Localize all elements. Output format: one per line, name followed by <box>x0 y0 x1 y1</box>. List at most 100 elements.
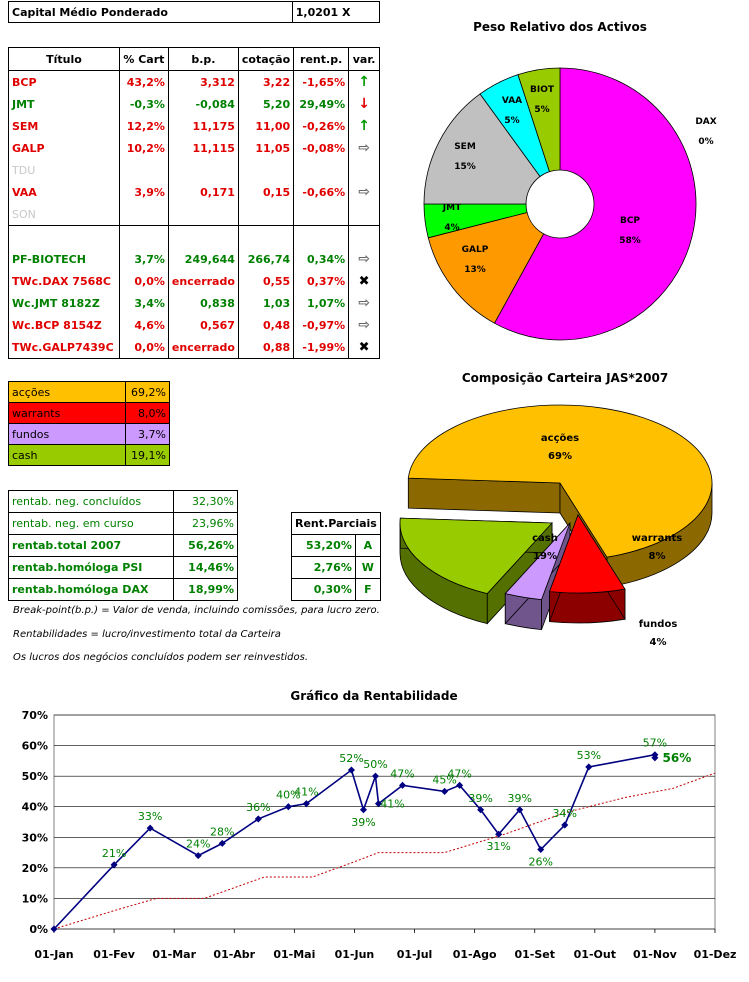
rent-parciais-table: Rent.Parciais 53,20% A 2,76% W 0,30% F <box>291 512 381 601</box>
rentability-label: rentab. neg. concluídos <box>8 490 174 513</box>
rentability-row: rentab.total 2007 56,26% <box>8 534 238 557</box>
var-x-icon: ✖ <box>348 270 380 292</box>
donut-slice-pct: 15% <box>454 162 476 172</box>
var-up-icon: ↑ <box>348 70 380 93</box>
composition-value: 3,7% <box>125 423 170 445</box>
data-label: 40% <box>276 789 300 802</box>
var-up-icon: ↑ <box>348 115 380 137</box>
composition-value: 19,1% <box>125 444 170 466</box>
portfolio-row: VAA 3,9% 0,171 0,15 -0,66% ⇨ <box>8 181 380 203</box>
cell-rent <box>293 203 350 226</box>
rent-parciais-row: 53,20% A <box>291 534 381 557</box>
data-label: 45% <box>432 773 456 786</box>
data-label: 41% <box>294 786 318 799</box>
data-label: 33% <box>138 810 162 823</box>
var-x-icon: ✖ <box>348 336 380 359</box>
cell-cotacao: 0,55 <box>237 270 295 292</box>
donut-title: Peso Relativo dos Activos <box>473 20 647 34</box>
cell-bp: 3,312 <box>167 70 239 93</box>
donut-slice-pct: 5% <box>534 105 549 115</box>
donut-slice-label: SEM <box>454 142 476 152</box>
cell-bp: 11,175 <box>167 115 239 137</box>
pie3d-slice-pct: 8% <box>649 551 666 562</box>
data-label: 52% <box>339 752 363 765</box>
cell-cart <box>118 159 169 181</box>
capital-value: 1,0201 X <box>291 1 381 23</box>
x-tick-label: 01-Fev <box>93 948 135 961</box>
cell-bp <box>167 225 239 248</box>
cell-cart: 12,2% <box>118 115 169 137</box>
data-label: 56% <box>663 751 692 765</box>
data-point <box>284 803 292 811</box>
portfolio-row: Wc.JMT 8182Z 3,4% 0,838 1,03 1,07% ⇨ <box>8 292 380 314</box>
portfolio-row: Wc.BCP 8154Z 4,6% 0,567 0,48 -0,97% ⇨ <box>8 314 380 336</box>
donut-slice <box>493 67 697 341</box>
var-down-icon: ↓ <box>348 93 380 115</box>
composition-label: warrants <box>8 402 126 424</box>
rentability-value: 18,99% <box>173 578 238 601</box>
rentability-row: rentab.homóloga PSI 14,46% <box>8 556 238 579</box>
cell-titulo: TDU <box>8 159 120 181</box>
rentability-value: 56,26% <box>173 534 238 557</box>
donut-slice <box>423 93 541 205</box>
cell-cotacao: 266,74 <box>237 248 295 270</box>
data-label: 28% <box>210 825 234 838</box>
cell-cart: 3,7% <box>118 248 169 270</box>
rentability-value: 23,96% <box>173 512 238 535</box>
donut-chart: Peso Relativo dos Activos BCP 58% GALP 13% JM… <box>423 20 717 341</box>
cell-cotacao: 3,22 <box>237 70 295 93</box>
x-tick-label: 01-Abr <box>213 948 255 961</box>
portfolio-table: Título % Cart b.p. cotação rent.p. var. … <box>8 47 380 359</box>
y-tick-label: 10% <box>22 892 48 905</box>
portfolio-row: BCP 43,2% 3,312 3,22 -1,65% ↑ <box>8 70 380 93</box>
portfolio-row: PF-BIOTECH 3,7% 249,644 266,74 0,34% ⇨ <box>8 248 380 270</box>
donut-slice-pct: 5% <box>504 116 519 126</box>
cell-titulo: Wc.BCP 8154Z <box>8 314 120 336</box>
donut-slice <box>517 67 561 173</box>
cell-bp: 11,115 <box>167 137 239 159</box>
y-tick-label: 60% <box>22 740 48 753</box>
y-tick-label: 30% <box>22 831 48 844</box>
composition-pie-chart: Composição Carteira JAS*2007 acções 69% war… <box>399 371 713 648</box>
cell-rent: -0,08% <box>293 137 350 159</box>
cell-bp: 0,171 <box>167 181 239 203</box>
composition-row: fundos 3,7% <box>8 423 170 445</box>
data-point <box>651 754 659 762</box>
note-rentabilidades: Rentabilidades = lucro/investimento tota… <box>13 629 281 640</box>
y-tick-label: 0% <box>29 923 48 936</box>
capital-label: Capital Médio Ponderado <box>8 1 293 23</box>
x-tick-label: 01-Out <box>574 948 616 961</box>
pie3d-slice <box>407 404 713 558</box>
pie3d-slice <box>399 517 553 595</box>
data-label: 47% <box>390 767 414 780</box>
note-breakpoint: Break-point(b.p.) = Valor de venda, incl… <box>13 605 380 616</box>
portfolio-row: JMT -0,3% -0,084 5,20 29,49% ↓ <box>8 93 380 115</box>
cell-rent: -1,65% <box>293 70 350 93</box>
pie3d-slice <box>548 514 626 594</box>
data-point <box>398 781 407 789</box>
donut-slice-label: VAA <box>502 96 522 106</box>
note-lucros: Os lucros dos negócios concluídos podem … <box>13 652 309 663</box>
portfolio-row: GALP 10,2% 11,115 11,05 -0,08% ⇨ <box>8 137 380 159</box>
var-right-icon: ⇨ <box>348 248 380 270</box>
cell-cotacao: 1,03 <box>237 292 295 314</box>
pie3d-slice-pct: 69% <box>548 451 572 462</box>
data-label: 50% <box>363 758 387 771</box>
rentability-value: 14,46% <box>173 556 238 579</box>
cell-cart: 4,6% <box>118 314 169 336</box>
rent-parciais-row: 2,76% W <box>291 556 381 579</box>
data-point <box>477 806 485 814</box>
data-point <box>254 815 262 823</box>
cell-cotacao <box>237 159 295 181</box>
data-label: 24% <box>186 838 210 851</box>
data-point <box>585 763 593 771</box>
data-point <box>359 806 368 814</box>
data-label: 39% <box>468 792 492 805</box>
pie3d-slice <box>504 522 571 601</box>
cell-rent <box>293 225 350 248</box>
x-tick-label: 01-Set <box>514 948 555 961</box>
donut-slice <box>427 211 545 324</box>
composition-value: 8,0% <box>125 402 170 424</box>
data-label: 21% <box>102 847 126 860</box>
cell-cart <box>118 225 169 248</box>
